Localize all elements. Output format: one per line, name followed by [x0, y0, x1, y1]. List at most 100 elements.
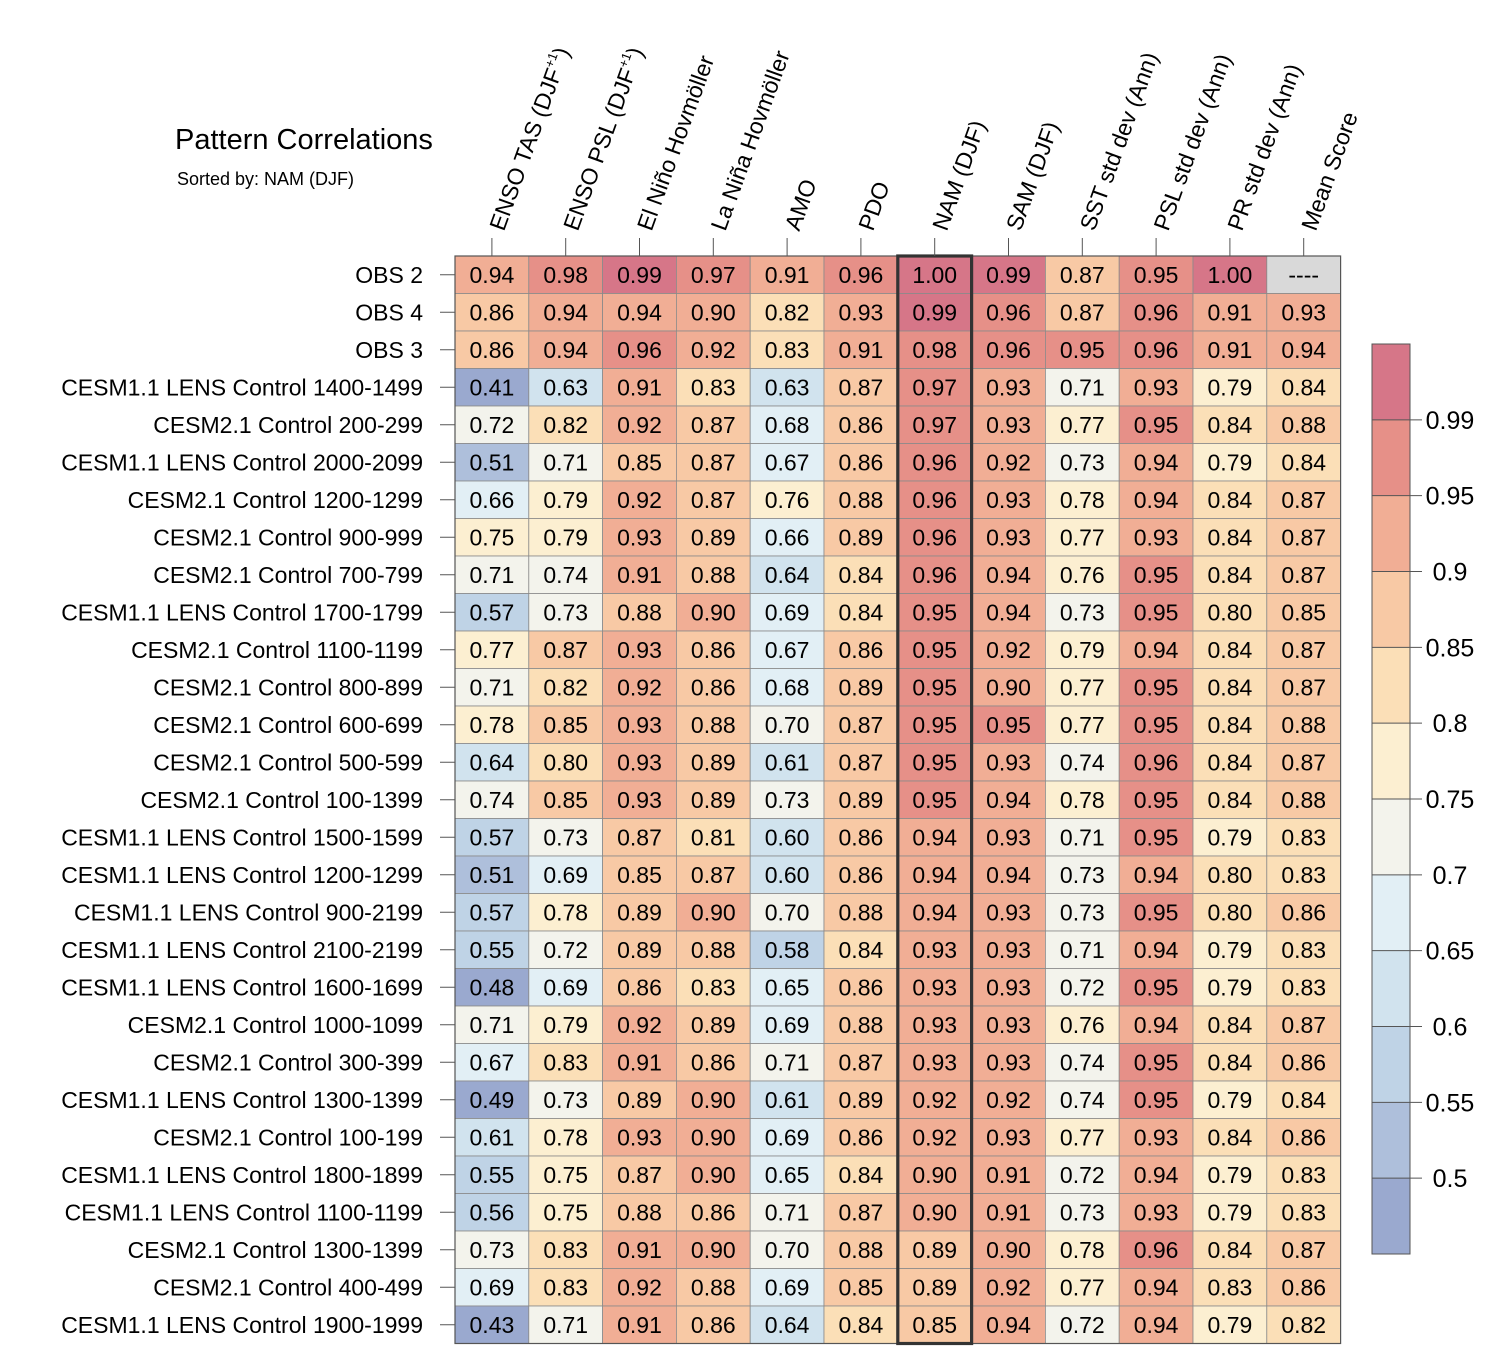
heatmap-cell	[897, 293, 972, 332]
heatmap-cell	[1266, 968, 1342, 1007]
cell-value: 0.84	[1208, 674, 1253, 700]
cell-value: 0.91	[839, 337, 884, 363]
heatmap-cell	[454, 818, 530, 857]
heatmap-cell	[971, 630, 1046, 669]
cell-value: ----	[1288, 262, 1319, 288]
cell-value: 0.74	[1060, 1087, 1105, 1113]
column-header: PR std dev (Ann)	[1222, 60, 1306, 233]
heatmap-cell	[897, 743, 972, 782]
cell-value: 0.99	[986, 262, 1031, 288]
cell-value: 0.87	[1281, 749, 1326, 775]
cell-value: 0.94	[1134, 1012, 1179, 1038]
cell-value: 0.88	[617, 1199, 662, 1225]
heatmap-cell	[1192, 893, 1268, 932]
row-label: CESM1.1 LENS Control 1400-1499	[61, 374, 423, 400]
cell-value: 0.87	[1281, 674, 1326, 700]
heatmap-cell	[1266, 368, 1342, 407]
cell-value: 0.89	[839, 787, 884, 813]
cell-value: 0.73	[543, 824, 588, 850]
cell-value: 0.71	[765, 1049, 810, 1075]
heatmap-cell	[1192, 743, 1268, 782]
heatmap-cell	[1045, 743, 1120, 782]
colorbar-bin	[1372, 1102, 1410, 1179]
cell-value: 0.89	[839, 524, 884, 550]
cell-value: 0.55	[470, 1162, 515, 1188]
cell-value: 0.73	[1060, 862, 1105, 888]
cell-value: 0.89	[691, 1012, 736, 1038]
cell-value: 0.49	[470, 1087, 515, 1113]
cell-value: 0.70	[765, 712, 810, 738]
cell-value: 0.83	[1281, 824, 1326, 850]
cell-value: 0.93	[986, 1124, 1031, 1150]
cell-value: 0.99	[912, 299, 957, 325]
column-header: ENSO PSL (DJF+1)	[557, 43, 648, 234]
cell-value: 0.79	[1208, 1162, 1253, 1188]
heatmap-cell	[897, 1005, 972, 1044]
cell-value: 0.83	[1281, 1199, 1326, 1225]
row-label: CESM2.1 Control 100-199	[153, 1124, 423, 1150]
heatmap-cell	[823, 330, 899, 369]
cell-value: 0.99	[617, 262, 662, 288]
cell-value: 0.94	[1134, 937, 1179, 963]
colorbar-bin	[1372, 495, 1410, 572]
heatmap-cell	[1045, 1005, 1120, 1044]
cell-value: 0.93	[986, 937, 1031, 963]
heatmap-cell	[454, 255, 530, 294]
colorbar-tick-label: 0.75	[1426, 786, 1475, 814]
heatmap-cell	[971, 705, 1046, 744]
heatmap-cell	[1118, 1155, 1194, 1194]
heatmap-cell	[528, 368, 603, 407]
cell-value: 0.89	[839, 674, 884, 700]
heatmap-cell	[1192, 668, 1268, 707]
cell-value: 0.86	[470, 299, 515, 325]
heatmap-cell	[602, 930, 677, 969]
cell-value: 0.87	[1281, 637, 1326, 663]
row-label: OBS 2	[355, 262, 423, 288]
cell-value: 0.86	[1281, 1124, 1326, 1150]
cell-value: 0.88	[1281, 712, 1326, 738]
heatmap-cell	[1266, 1193, 1342, 1232]
heatmap-cell	[971, 293, 1046, 332]
heatmap-cell	[971, 1043, 1046, 1082]
cell-value: 0.93	[986, 487, 1031, 513]
heatmap-cell	[1266, 930, 1342, 969]
cell-value: 0.93	[912, 974, 957, 1000]
cell-value: 0.73	[1060, 899, 1105, 925]
heatmap-cell	[528, 1080, 603, 1119]
heatmap-cell	[528, 1005, 603, 1044]
heatmap-cell	[1266, 668, 1342, 707]
heatmap-cell	[1192, 593, 1268, 632]
cell-value: 0.89	[691, 787, 736, 813]
cell-value: 0.93	[1281, 299, 1326, 325]
cell-value: 0.94	[1134, 862, 1179, 888]
cell-value: 0.90	[912, 1199, 957, 1225]
row-label: CESM2.1 Control 900-999	[153, 524, 423, 550]
cell-value: 0.79	[543, 1012, 588, 1038]
cell-value: 0.92	[912, 1087, 957, 1113]
cell-value: 0.95	[912, 712, 957, 738]
cell-value: 0.94	[470, 262, 515, 288]
cell-value: 0.78	[1060, 1237, 1105, 1263]
cell-value: 0.71	[470, 674, 515, 700]
heatmap-cell	[749, 480, 825, 519]
cell-value: 0.79	[543, 524, 588, 550]
heatmap-cell	[602, 1305, 677, 1344]
heatmap-cell	[823, 1043, 899, 1082]
cell-value: 0.72	[1060, 1162, 1105, 1188]
cell-value: 0.93	[617, 749, 662, 775]
heatmap-cell	[676, 518, 751, 557]
heatmap-cell	[1118, 968, 1194, 1007]
heatmap-cell	[1266, 705, 1342, 744]
heatmap-cell	[971, 593, 1046, 632]
heatmap-cell	[1266, 330, 1342, 369]
cell-value: 0.93	[1134, 1199, 1179, 1225]
row-label: CESM2.1 Control 400-499	[153, 1274, 423, 1300]
heatmap-cell	[897, 1043, 972, 1082]
column-header: NAM (DJF)	[927, 117, 991, 234]
heatmap-cell	[749, 855, 825, 894]
heatmap-cell	[1192, 1268, 1268, 1307]
cell-value: 0.61	[470, 1124, 515, 1150]
cell-value: 0.84	[1208, 712, 1253, 738]
heatmap-cell	[1118, 630, 1194, 669]
heatmap-cell	[897, 630, 972, 669]
